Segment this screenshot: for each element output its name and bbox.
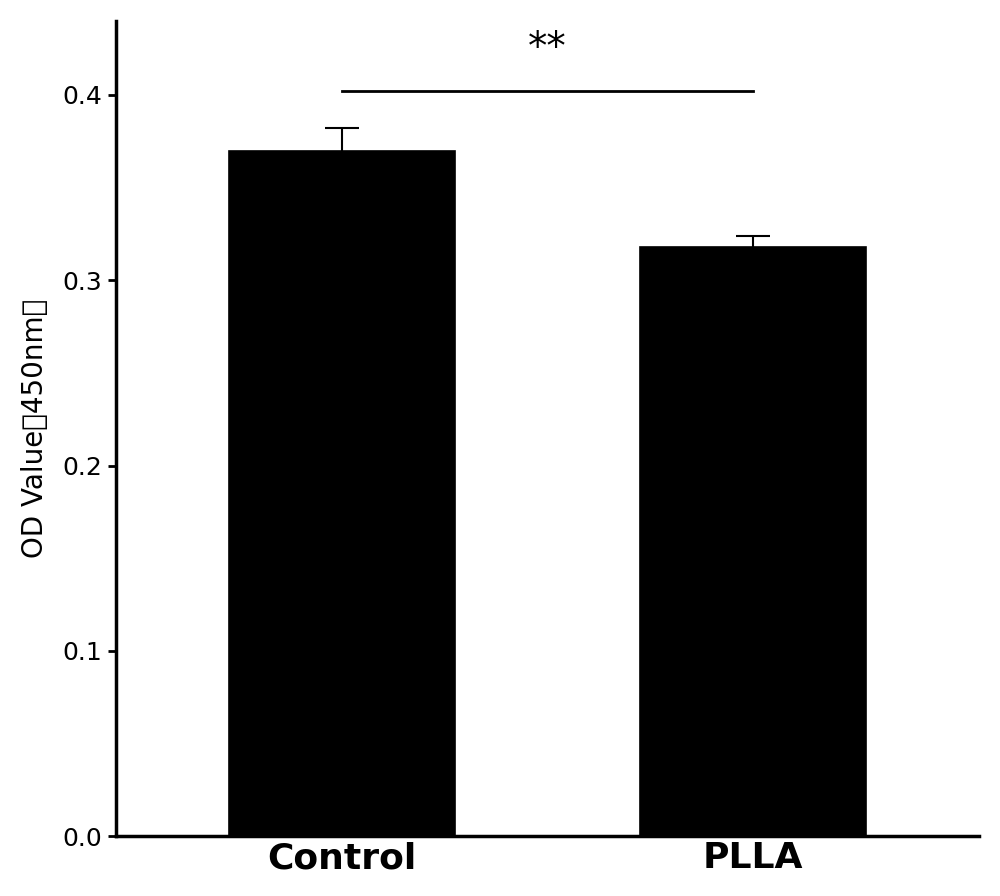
Bar: [640, 247, 866, 836]
Bar: [229, 151, 455, 836]
Y-axis label: OD Value（450nm）: OD Value（450nm）: [21, 299, 49, 558]
Text: **: **: [528, 30, 567, 67]
